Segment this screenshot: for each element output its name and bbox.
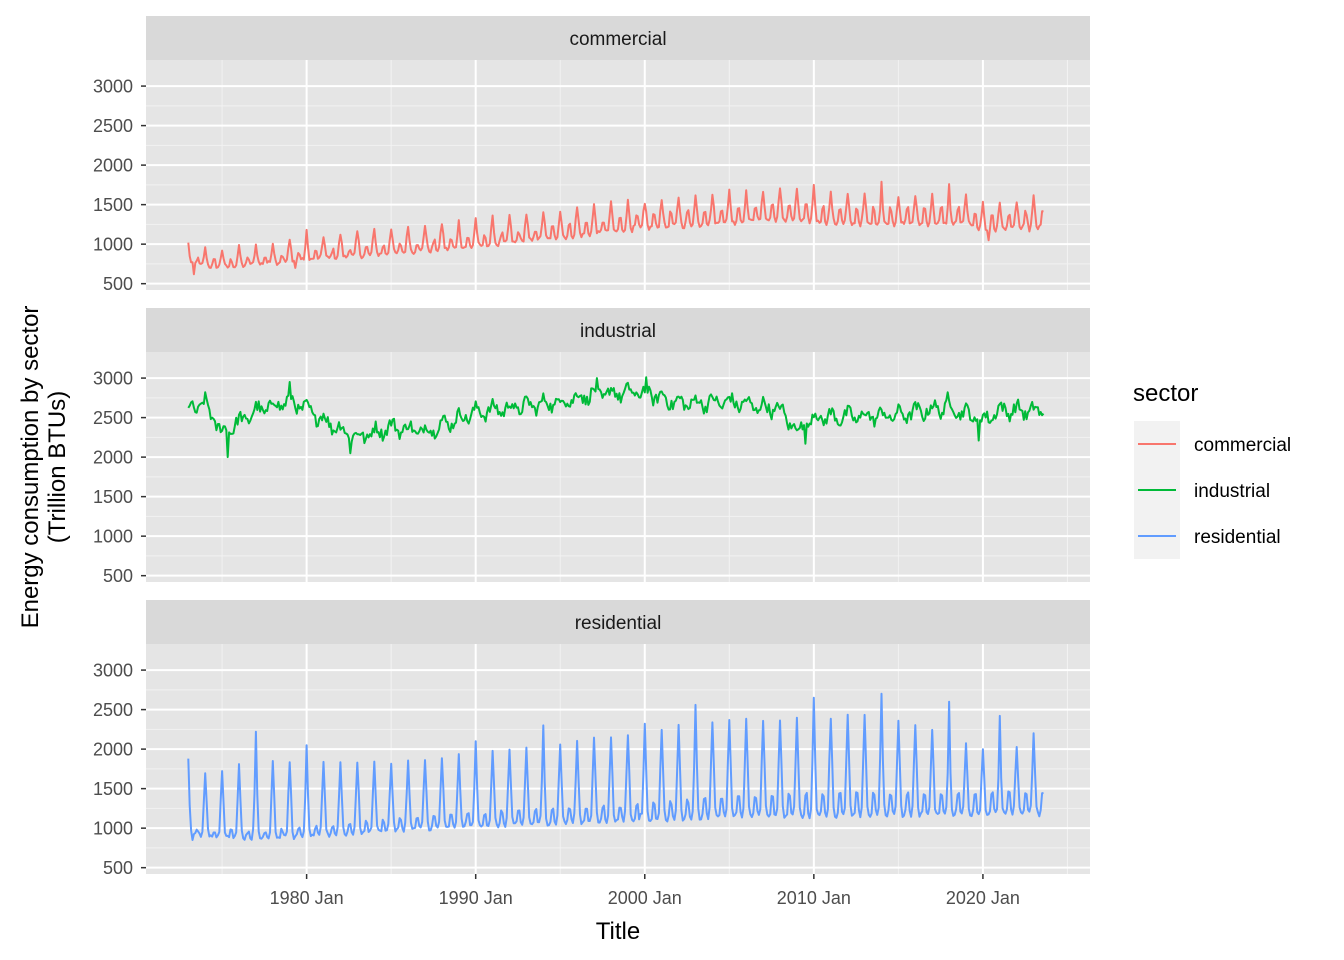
strip-label-commercial: commercial bbox=[569, 29, 666, 50]
y-tick-label: 1500 bbox=[93, 487, 133, 507]
panel-background bbox=[146, 352, 1090, 582]
legend-label: commercial bbox=[1194, 435, 1291, 456]
y-tick-label: 1500 bbox=[93, 195, 133, 215]
y-tick-label: 1000 bbox=[93, 819, 133, 839]
y-tick-label: 3000 bbox=[93, 77, 133, 97]
legend-item-commercial: commercial bbox=[1134, 421, 1291, 467]
panel-background bbox=[146, 60, 1090, 290]
legend-label: industrial bbox=[1194, 481, 1270, 502]
x-tick-label: 2020 Jan bbox=[946, 888, 1020, 908]
y-tick-label: 1000 bbox=[93, 235, 133, 255]
series-line-residential bbox=[187, 692, 1044, 841]
series-line-commercial bbox=[187, 180, 1044, 276]
y-tick-label: 2000 bbox=[93, 156, 133, 176]
y-tick-label: 2000 bbox=[93, 740, 133, 760]
facet-panels: commercial50010001500200025003000industr… bbox=[93, 16, 1090, 878]
panel-industrial: industrial 500 1000 1500 2000 2500 3000 bbox=[93, 308, 1090, 586]
strip-label-residential: residential bbox=[575, 613, 662, 634]
y-tick-label: 2500 bbox=[93, 700, 133, 720]
y-axis-title-line: Energy consumption by sector bbox=[17, 306, 44, 629]
y-tick-label: 500 bbox=[103, 858, 133, 878]
x-tick-label: 2010 Jan bbox=[777, 888, 851, 908]
y-tick-label: 3000 bbox=[93, 369, 133, 389]
y-tick-label: 1000 bbox=[93, 527, 133, 547]
y-tick-label: 3000 bbox=[93, 661, 133, 681]
strip-label-industrial: industrial bbox=[580, 321, 656, 342]
y-tick-label: 2500 bbox=[93, 116, 133, 136]
y-tick-label: 2000 bbox=[93, 448, 133, 468]
y-tick-label: 1500 bbox=[93, 779, 133, 799]
y-tick-label: 500 bbox=[103, 274, 133, 294]
legend-label: residential bbox=[1194, 527, 1281, 548]
panel-commercial: commercial 500 1000 1500 2000 2500 3000 bbox=[93, 16, 1090, 294]
legend-title: sector bbox=[1133, 380, 1198, 407]
strip-commercial bbox=[146, 16, 1090, 60]
strip-residential bbox=[146, 600, 1090, 644]
y-tick-label: 500 bbox=[103, 566, 133, 586]
legend-item-residential: residential bbox=[1134, 513, 1281, 559]
x-axis: 1980 Jan 1990 Jan 2000 Jan 2010 Jan 2020 Jan bbox=[270, 874, 1020, 908]
y-axis-title-line: (Trillion BTUs) bbox=[44, 391, 71, 543]
legend-item-industrial: industrial bbox=[1134, 467, 1270, 513]
series-line-industrial bbox=[187, 376, 1045, 459]
x-tick-label: 1990 Jan bbox=[439, 888, 513, 908]
legend: sector commercial industrial residential bbox=[1133, 380, 1291, 559]
y-axis-title: Energy consumption by sector(Trillion BT… bbox=[17, 306, 71, 629]
x-tick-label: 1980 Jan bbox=[270, 888, 344, 908]
x-tick-label: 2000 Jan bbox=[608, 888, 682, 908]
panel-residential: residential 500 1000 1500 2000 2500 3000 bbox=[93, 600, 1090, 878]
x-axis-title: Title bbox=[596, 918, 640, 945]
strip-industrial bbox=[146, 308, 1090, 352]
y-tick-label: 2500 bbox=[93, 408, 133, 428]
